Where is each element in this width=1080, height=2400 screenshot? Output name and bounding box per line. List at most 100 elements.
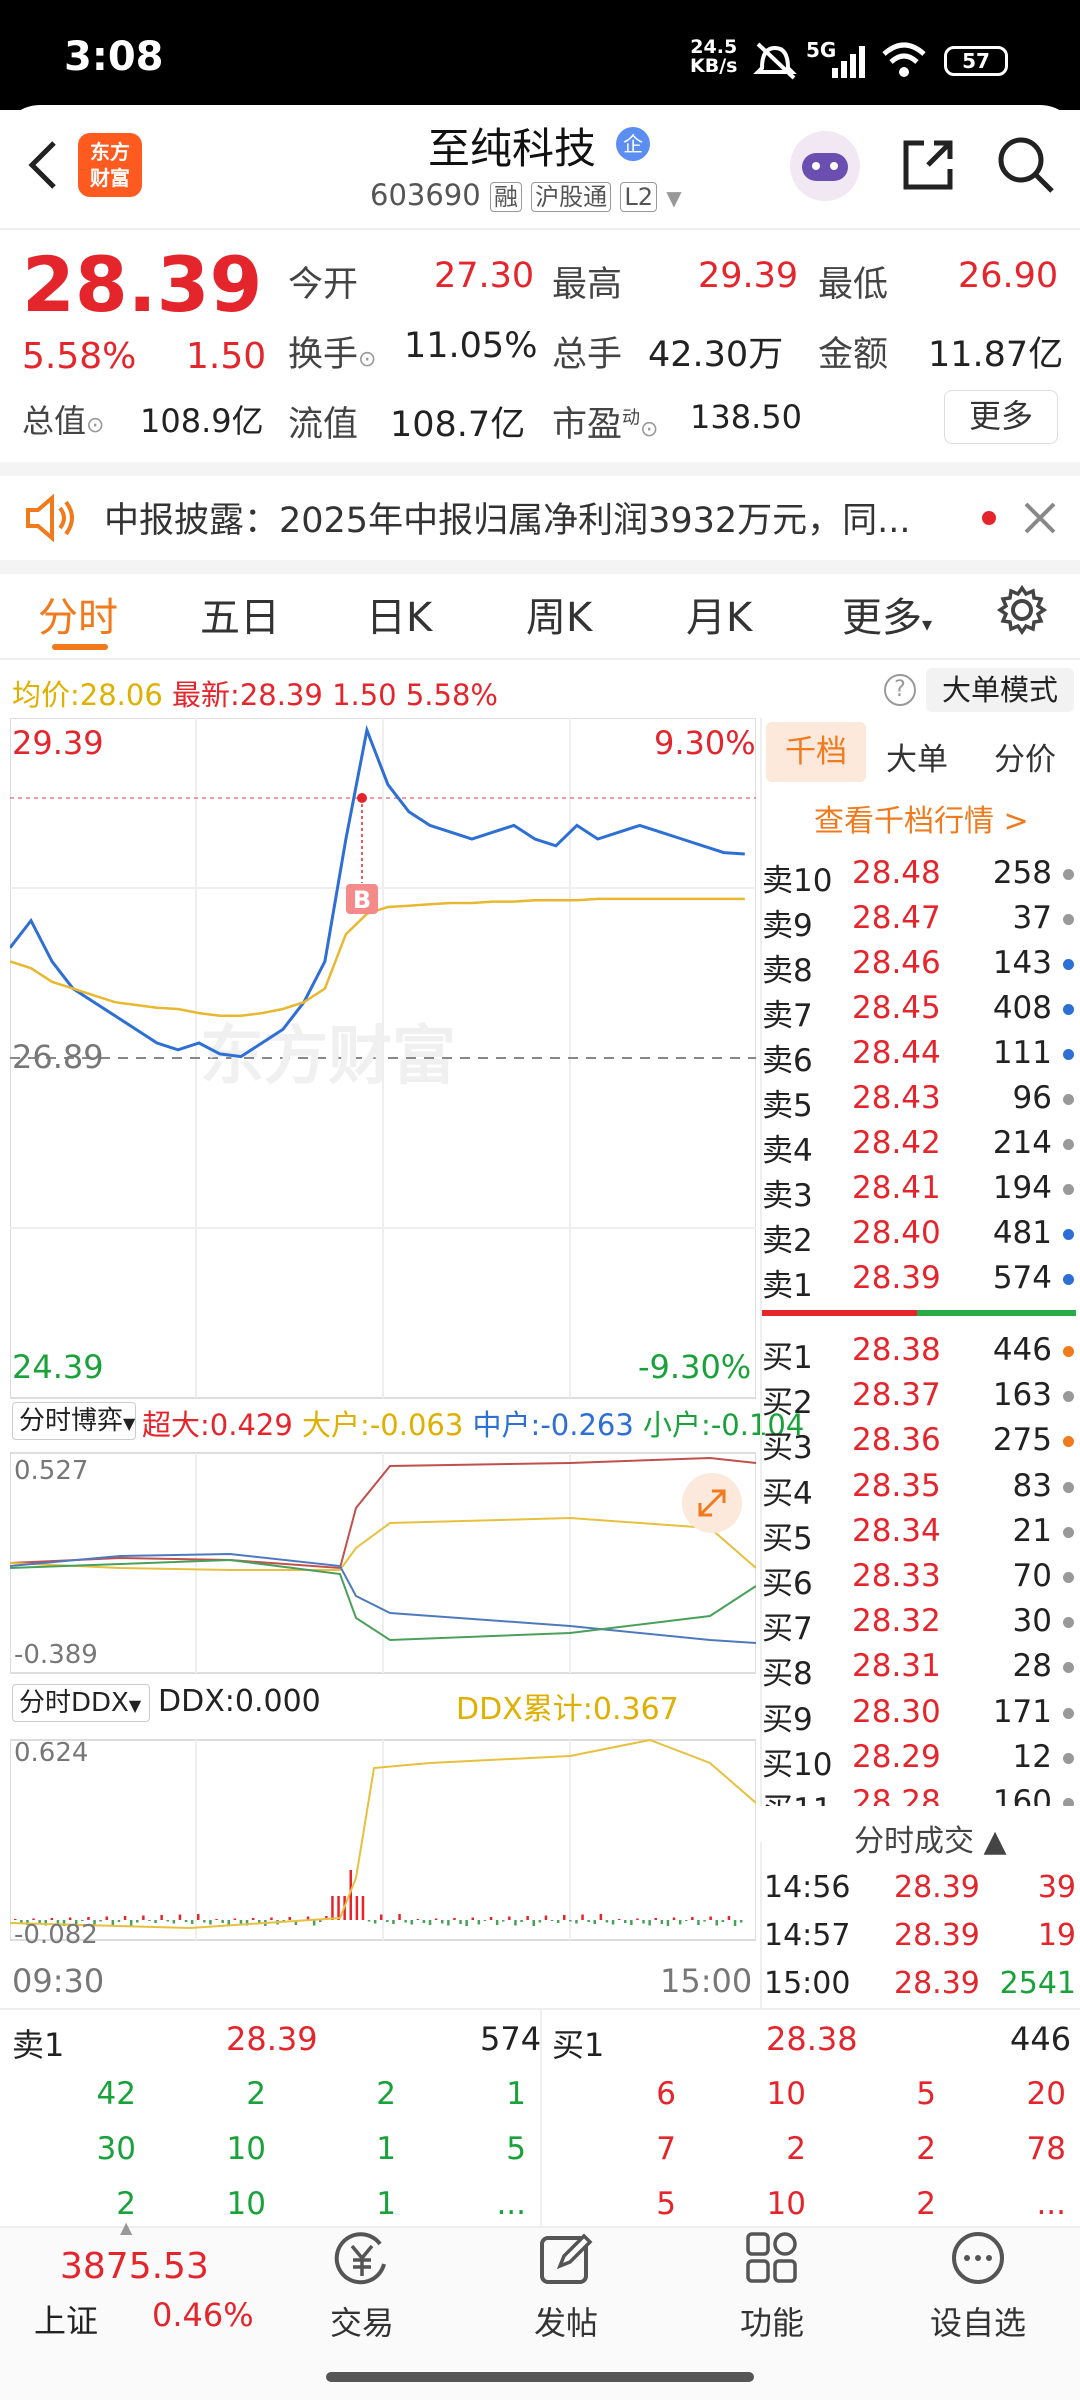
ddx-bar bbox=[337, 1896, 340, 1920]
tick-price: 28.39 bbox=[894, 1966, 980, 2001]
ask-level: 卖1 bbox=[762, 1268, 813, 1304]
index-ticker[interactable]: ▲ 3875.53 上证 0.46% bbox=[34, 2218, 254, 2340]
speaker-icon bbox=[26, 494, 74, 542]
queue-sell-label: 卖1 bbox=[12, 2026, 65, 2064]
close-icon[interactable] bbox=[1022, 500, 1058, 536]
buy-marker-label: B bbox=[353, 886, 371, 914]
ddx-bar bbox=[172, 1920, 176, 1924]
tab-intraday[interactable]: 分时 bbox=[38, 595, 118, 641]
ddx-bar bbox=[514, 1920, 517, 1926]
sell-queue-cell: 1 bbox=[376, 2131, 396, 2167]
ask-level: 卖2 bbox=[762, 1223, 813, 1259]
ask-row[interactable]: 卖1 28.39 574 bbox=[762, 1260, 1080, 1304]
app-logo[interactable]: 东方 财富 bbox=[78, 133, 142, 197]
ddx-bar bbox=[508, 1916, 511, 1920]
tab-daily-k[interactable]: 日K bbox=[366, 595, 433, 641]
avg-price-line bbox=[9, 897, 745, 1018]
queue-buy-volume: 446 bbox=[1010, 2020, 1072, 2058]
axis-bottom-pct: -9.30% bbox=[638, 1348, 752, 1386]
bid-price: 28.33 bbox=[852, 1558, 941, 1594]
ask-row[interactable]: 卖3 28.41 194 bbox=[762, 1170, 1080, 1214]
ask-row[interactable]: 卖6 28.44 111 bbox=[762, 1035, 1080, 1079]
connect-tag: 沪股通 bbox=[531, 182, 612, 212]
tab-weekly-k[interactable]: 周K bbox=[526, 595, 593, 641]
ask-dot bbox=[1063, 959, 1074, 970]
ddx-bar bbox=[136, 1920, 139, 1923]
ask-dot bbox=[1063, 869, 1074, 880]
ask-row[interactable]: 卖2 28.40 481 bbox=[762, 1215, 1080, 1259]
ddx-bar bbox=[642, 1920, 645, 1924]
notice-text: 中报披露：2025年中报归属净利润3932万元，同... bbox=[104, 501, 911, 541]
ddx-bar bbox=[587, 1920, 590, 1922]
bid-row[interactable]: 买10 28.29 12 bbox=[762, 1739, 1080, 1783]
ask-row[interactable]: 卖10 28.48 258 bbox=[762, 855, 1080, 899]
ddx-bar bbox=[355, 1896, 359, 1920]
nav-trade[interactable]: 交易 bbox=[292, 2230, 432, 2344]
buy-marker[interactable] bbox=[346, 884, 378, 914]
tab-more[interactable]: 更多▾ bbox=[842, 595, 933, 641]
bid-row[interactable]: 买5 28.34 21 bbox=[762, 1513, 1080, 1557]
chart-area[interactable]: 东方财富 B bbox=[8, 717, 757, 1993]
tab-five-day[interactable]: 五日 bbox=[200, 595, 280, 641]
game-legend: 超大:0.429 大户:-0.063 中户:-0.263 小户:-0.104 bbox=[142, 1402, 804, 1444]
ddx-bar bbox=[105, 1916, 108, 1920]
bid-row[interactable]: 买2 28.37 163 bbox=[762, 1377, 1080, 1421]
bid-level: 买10 bbox=[762, 1746, 833, 1783]
nav-functions[interactable]: 功能 bbox=[702, 2230, 842, 2344]
game-indicator-select[interactable]: 分时博弈▼ bbox=[12, 1402, 136, 1440]
tick-title[interactable]: 分时成交 ▲ bbox=[854, 1824, 1007, 1859]
back-icon[interactable] bbox=[22, 137, 62, 193]
bid-volume: 275 bbox=[992, 1422, 1052, 1459]
bid-row[interactable]: 买8 28.31 28 bbox=[762, 1648, 1080, 1692]
small-label: 小户: bbox=[643, 1408, 711, 1442]
ddx-bar bbox=[703, 1920, 706, 1922]
ask-price: 28.43 bbox=[852, 1080, 941, 1116]
bid-dot bbox=[1063, 1617, 1074, 1629]
bid-row[interactable]: 买1 28.38 446 bbox=[762, 1332, 1080, 1376]
ddx-bar bbox=[575, 1920, 578, 1924]
ddx-bar bbox=[392, 1920, 395, 1924]
bid-volume: 28 bbox=[1012, 1648, 1052, 1685]
big-label: 大户: bbox=[302, 1408, 370, 1442]
search-icon[interactable] bbox=[996, 135, 1056, 195]
bid-row[interactable]: 买7 28.32 30 bbox=[762, 1603, 1080, 1647]
ask-row[interactable]: 卖4 28.42 214 bbox=[762, 1125, 1080, 1169]
edit-icon bbox=[540, 2233, 593, 2284]
view-depth-link[interactable]: 查看千档行情 > bbox=[814, 804, 1029, 839]
ddx-bar bbox=[148, 1920, 151, 1921]
settings-gear-icon[interactable] bbox=[996, 584, 1048, 636]
ask-level: 卖5 bbox=[762, 1088, 813, 1124]
ddx-bar bbox=[532, 1920, 535, 1926]
intraday-chart[interactable]: 东方财富 B bbox=[8, 717, 757, 1993]
bid-row[interactable]: 买4 28.35 83 bbox=[762, 1468, 1080, 1512]
ddx-bar bbox=[660, 1920, 664, 1924]
ddx-bar bbox=[538, 1920, 542, 1923]
ask-level: 卖4 bbox=[762, 1133, 813, 1169]
bid-row[interactable]: 买3 28.36 275 bbox=[762, 1422, 1080, 1466]
ddx-bar bbox=[581, 1914, 584, 1920]
ask-row[interactable]: 卖8 28.46 143 bbox=[762, 945, 1080, 989]
index-pct: 0.46% bbox=[152, 2296, 254, 2334]
share-icon[interactable] bbox=[898, 135, 958, 195]
big-order-mode-button[interactable]: 大单模式 bbox=[926, 668, 1074, 712]
ddx-indicator-select[interactable]: 分时DDX▼ bbox=[12, 1684, 150, 1722]
more-quote-button[interactable]: 更多 bbox=[944, 390, 1058, 444]
side-tab-big-order[interactable]: 大单 bbox=[886, 742, 948, 778]
help-icon[interactable]: ? bbox=[884, 674, 916, 706]
ddx-bar bbox=[471, 1917, 474, 1920]
side-tab-price-dist[interactable]: 分价 bbox=[994, 742, 1056, 778]
ask-row[interactable]: 卖5 28.43 96 bbox=[762, 1080, 1080, 1124]
ask-dot bbox=[1063, 1139, 1074, 1150]
bid-row[interactable]: 买9 28.30 171 bbox=[762, 1694, 1080, 1738]
ask-row[interactable]: 卖9 28.47 37 bbox=[762, 900, 1080, 944]
ask-row[interactable]: 卖7 28.45 408 bbox=[762, 990, 1080, 1034]
side-tab-depth[interactable]: 千档 bbox=[766, 722, 866, 782]
bid-row[interactable]: 买6 28.33 70 bbox=[762, 1558, 1080, 1602]
assistant-avatar-icon[interactable] bbox=[790, 131, 860, 201]
nav-add-watchlist[interactable]: 设自选 bbox=[908, 2230, 1048, 2344]
nav-post[interactable]: 发帖 bbox=[496, 2230, 636, 2344]
ddx-bar bbox=[312, 1920, 316, 1926]
notice-bar[interactable]: 中报披露：2025年中报归属净利润3932万元，同... bbox=[0, 476, 1080, 560]
tab-monthly-k[interactable]: 月K bbox=[686, 595, 753, 641]
ask-volume: 96 bbox=[1012, 1080, 1052, 1116]
